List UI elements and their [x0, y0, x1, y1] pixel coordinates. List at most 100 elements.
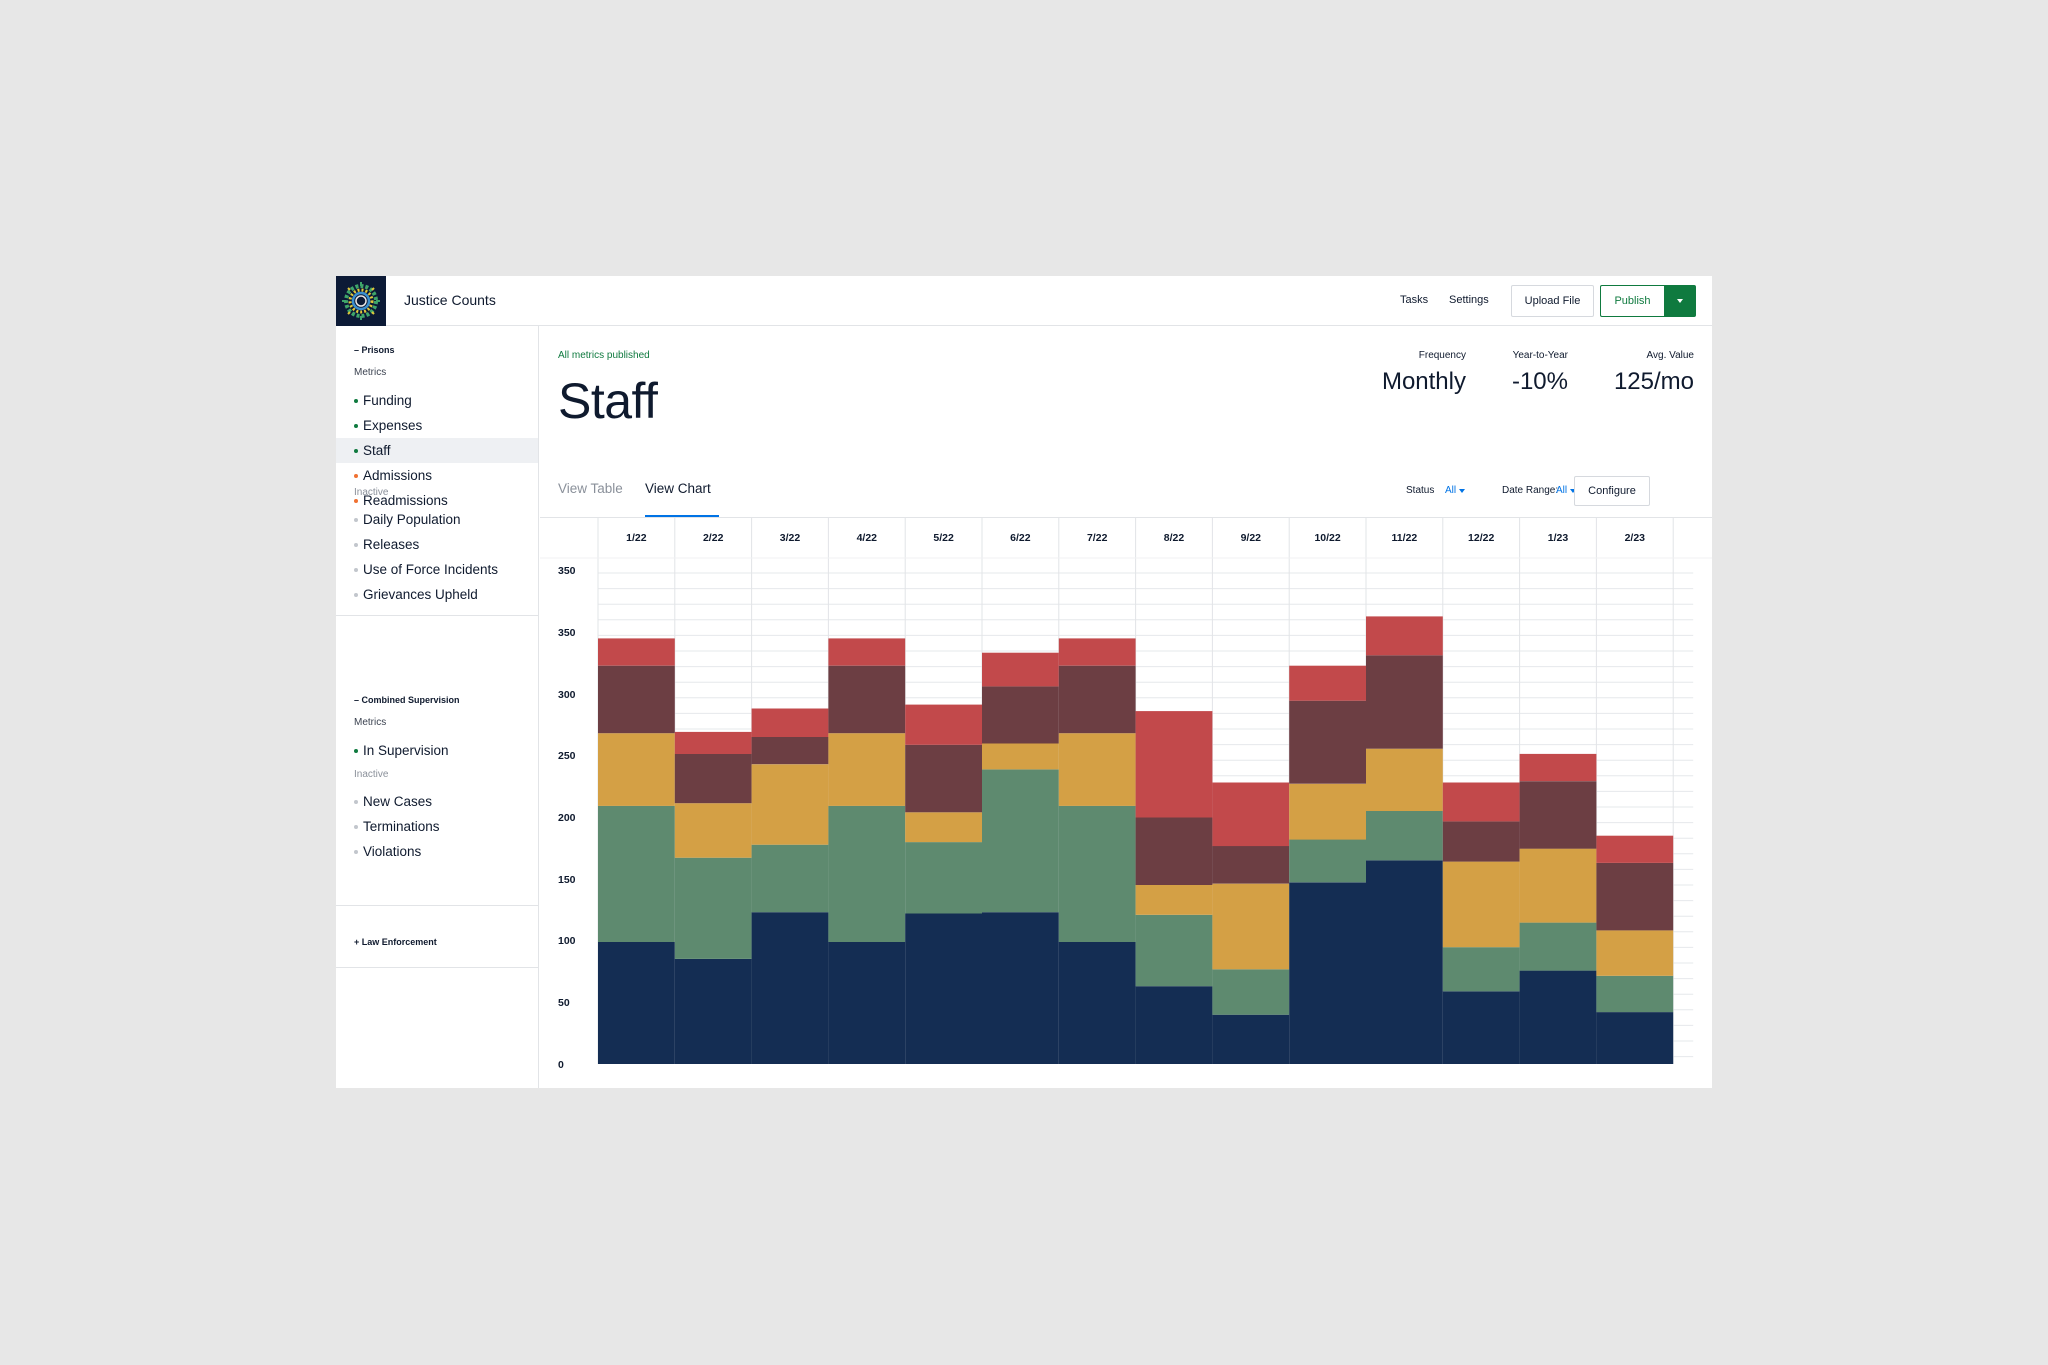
y-tick-label: 200: [558, 812, 576, 824]
bar-segment: [905, 704, 982, 745]
bar-segment: [1212, 846, 1290, 884]
date-range-dropdown[interactable]: All: [1556, 485, 1577, 496]
date-range-label: Date Range:: [1502, 485, 1559, 496]
sidebar-item-admissions[interactable]: Admissions: [336, 463, 538, 488]
sidebar-item-use-of-force-incidents[interactable]: Use of Force Incidents: [336, 557, 538, 582]
bar-segment: [1135, 885, 1213, 915]
inactive-group-label: Inactive: [354, 769, 389, 780]
sidebar-item-label: Funding: [363, 393, 412, 408]
inactive-group-label: Inactive: [354, 487, 389, 498]
bar-segment: [674, 731, 752, 754]
sidebar-item-label: Staff: [363, 443, 391, 458]
configure-button[interactable]: Configure: [1574, 476, 1650, 506]
x-tick-label: 10/22: [1314, 532, 1340, 544]
sidebar-item-funding[interactable]: Funding: [336, 388, 538, 413]
settings-link[interactable]: Settings: [1449, 294, 1489, 306]
bar-segment: [1442, 861, 1520, 948]
bar-segment: [1212, 969, 1290, 1015]
y-tick-label: 100: [558, 935, 576, 947]
bar-segment: [674, 857, 752, 959]
bar-segment: [751, 737, 829, 765]
justice-counts-logo-icon: [336, 276, 386, 326]
sidebar-item-grievances-upheld[interactable]: Grievances Upheld: [336, 582, 538, 607]
sidebar-item-in-supervision[interactable]: In Supervision: [336, 738, 538, 763]
bar-segment: [1212, 782, 1290, 847]
bar-segment: [1366, 811, 1443, 861]
bar-segment: [828, 638, 906, 666]
app-logo[interactable]: [336, 276, 386, 326]
bar-segment: [1366, 616, 1443, 656]
tab-view-chart[interactable]: View Chart: [645, 481, 711, 496]
bar-segment: [1058, 942, 1136, 1064]
bar-segment: [674, 958, 752, 1064]
y-tick-label: 0: [558, 1059, 564, 1071]
x-tick-label: 2/23: [1625, 532, 1646, 544]
bar-segment: [1596, 862, 1674, 931]
sidebar-item-label: Use of Force Incidents: [363, 562, 499, 577]
bar-segment: [1289, 882, 1366, 1064]
bar-segment: [1596, 975, 1674, 1013]
sidebar-item-label: Violations: [363, 844, 422, 859]
date-range-value: All: [1556, 485, 1568, 496]
sidebar-item-label: Expenses: [363, 418, 423, 433]
x-tick-label: 6/22: [1010, 532, 1031, 544]
section-toggle-prisons[interactable]: – Prisons: [354, 345, 395, 355]
tasks-link[interactable]: Tasks: [1400, 294, 1429, 306]
y-tick-label: 350: [558, 565, 576, 577]
status-dot: [354, 849, 358, 854]
avg-value-value: 125/mo: [1613, 368, 1694, 395]
bar-segment: [751, 708, 829, 737]
section-toggle-combined-supervision[interactable]: – Combined Supervision: [354, 695, 460, 705]
x-tick-label: 8/22: [1164, 532, 1185, 544]
staff-stacked-bar-chart: 1/22 2/22 3/22 4/22 5/22 6/22 7/22 8/22 9/22 10/2…: [540, 518, 1712, 1071]
status-filter-dropdown[interactable]: All: [1445, 485, 1466, 496]
sidebar-item-label: Terminations: [363, 819, 440, 834]
publish-dropdown-button[interactable]: [1664, 285, 1696, 317]
sidebar-item-violations[interactable]: Violations: [336, 839, 538, 864]
status-dot: [354, 448, 358, 453]
sidebar-item-label: Admissions: [363, 468, 433, 483]
upload-file-button[interactable]: Upload File: [1511, 285, 1594, 317]
sidebar-item-daily-population[interactable]: Daily Population: [336, 507, 538, 532]
publish-button[interactable]: Publish: [1600, 285, 1664, 317]
chevron-down-icon: [1570, 488, 1577, 493]
y-tick-label: 300: [558, 689, 576, 701]
avg-value-label: Avg. Value: [1646, 350, 1694, 361]
sidebar-item-readmissions[interactable]: Readmissions: [336, 488, 538, 513]
x-tick-label: 11/22: [1392, 532, 1418, 544]
status-dot: [354, 423, 358, 428]
bar-segment: [1596, 835, 1674, 863]
bar-segment: [905, 913, 982, 1064]
active-tab-indicator: [645, 515, 719, 517]
bar-segment: [598, 942, 675, 1064]
bar-segment: [1442, 991, 1520, 1064]
sidebar-item-label: In Supervision: [363, 743, 449, 758]
status-dot: [354, 542, 358, 547]
sidebar-item-terminations[interactable]: Terminations: [336, 814, 538, 839]
bar-segment: [1596, 1012, 1674, 1064]
bar-segment: [1058, 665, 1136, 734]
bar-segment: [674, 753, 752, 804]
bar-segment: [1442, 947, 1520, 992]
section-toggle-law-enforcement[interactable]: + Law Enforcement: [354, 937, 437, 947]
bar-segment: [1135, 817, 1213, 885]
sidebar-item-staff[interactable]: Staff: [336, 438, 538, 463]
bar-segment: [1289, 700, 1366, 784]
bar-segment: [1519, 848, 1597, 923]
chevron-down-icon: [1677, 299, 1683, 303]
sidebar-item-releases[interactable]: Releases: [336, 532, 538, 557]
sidebar-item-new-cases[interactable]: New Cases: [336, 789, 538, 814]
app-title: Justice Counts: [404, 292, 496, 308]
top-header: Justice Counts Tasks Settings Upload Fil…: [336, 276, 1712, 326]
status-filter-label: Status: [1406, 485, 1435, 496]
status-dot: [354, 824, 358, 829]
tab-view-table[interactable]: View Table: [558, 481, 623, 496]
chevron-down-icon: [1459, 488, 1466, 493]
bar-segment: [1058, 638, 1136, 666]
bar-segment: [1519, 922, 1597, 971]
section-divider: [336, 615, 538, 616]
bar-segment: [598, 805, 675, 942]
sidebar-item-label: Grievances Upheld: [363, 587, 478, 602]
sidebar-item-expenses[interactable]: Expenses: [336, 413, 538, 438]
x-tick-label: 3/22: [780, 532, 801, 544]
